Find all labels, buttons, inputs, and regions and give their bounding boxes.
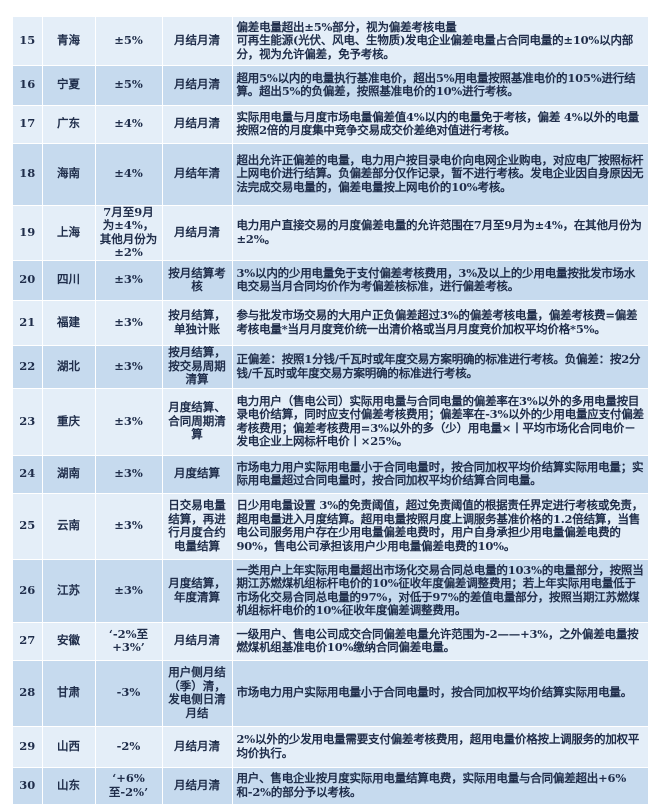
deviation-range-cell: -3% — [95, 660, 163, 727]
settlement-method-cell: 按月结算，单独计账 — [162, 300, 233, 346]
row-number: 15 — [13, 17, 43, 66]
table-row: 21 福建 ±3% 按月结算，单独计账 参与批发市场交易的大用户正负偏差超过3%的偏差考… — [13, 300, 649, 346]
table-row: 30 山东 ‘+6%至-2%’ 月结月清 用户、售电企业按月度实际用电量结算电费，实际用… — [13, 767, 649, 805]
province-cell: 福建 — [42, 300, 96, 346]
assessment-rule-cell: 一类用户上年实际用电量超出市场化交易合同总电量的103%的电量部分，按照当期江苏… — [232, 559, 649, 623]
row-number: 20 — [13, 260, 43, 301]
deviation-range-cell: 7月至9月为±4%，其他月份为±2% — [95, 205, 163, 261]
settlement-method-cell: 月结年清 — [162, 143, 233, 206]
province-cell: 湖南 — [42, 455, 96, 494]
deviation-assessment-table: 15 青海 ±5% 月结月清 偏差电量超出±5%部分，视为偏差考核电量 可再生能源(光伏… — [13, 17, 649, 805]
province-cell: 宁夏 — [42, 65, 96, 106]
settlement-method-cell: 用户侧月结（季）清，发电侧日清月结 — [162, 660, 233, 727]
row-number: 29 — [13, 726, 43, 768]
row-number: 23 — [13, 388, 43, 456]
row-number: 30 — [13, 767, 43, 805]
table-row: 22 湖北 ±3% 按月结算，按交易周期清算 正偏差：按照1分钱/千瓦时或年度交易方案明… — [13, 345, 649, 389]
province-cell: 重庆 — [42, 388, 96, 456]
assessment-rule-cell: 市场电力用户实际用电量小于合同电量时，按合同加权平均价结算实际用电量；实际用电量… — [232, 455, 649, 494]
settlement-method-cell: 月结月清 — [162, 726, 233, 768]
table-row: 26 江苏 ±3% 月度结算，年度清算 一类用户上年实际用电量超出市场化交易合同总电量的… — [13, 559, 649, 623]
row-number: 24 — [13, 455, 43, 494]
row-number: 17 — [13, 105, 43, 144]
settlement-method-cell: 日交易电量结算，再进行月度合约电量结算 — [162, 493, 233, 560]
deviation-range-cell: ±4% — [95, 105, 163, 144]
row-number: 25 — [13, 493, 43, 560]
table-row: 27 安徽 ‘-2%至+3%’ 月结月清 一级用户、售电公司成交合同偏差电量允许范围为-… — [13, 622, 649, 661]
row-number: 21 — [13, 300, 43, 346]
assessment-rule-cell: 电力用户直接交易的月度偏差电量的允许范围在7月至9月为±4%，在其他月份为±2%… — [232, 205, 649, 261]
assessment-rule-cell: 电力用户（售电公司）实际用电量与合同电量的偏差率在3%以外的多用电量按目录电价结… — [232, 388, 649, 456]
table-row: 28 甘肃 -3% 用户侧月结（季）清，发电侧日清月结 市场电力用户实际用电量小于合同电… — [13, 660, 649, 727]
settlement-method-cell: 月结月清 — [162, 65, 233, 106]
row-number: 19 — [13, 205, 43, 261]
table-row: 23 重庆 ±3% 月度结算、合同周期清算 电力用户（售电公司）实际用电量与合同电量的偏… — [13, 388, 649, 456]
assessment-rule-cell: 实际用电量与月度市场电量偏差值4%以内的电量免于考核，偏差 4%以外的电量按照2… — [232, 105, 649, 144]
settlement-method-cell: 月结月清 — [162, 622, 233, 661]
assessment-rule-cell: 正偏差：按照1分钱/千瓦时或年度交易方案明确的标准进行考核。负偏差：按2分钱/千… — [232, 345, 649, 389]
assessment-rule-cell: 市场电力用户实际用电量小于合同电量时，按合同加权平均价结算实际用电量。 — [232, 660, 649, 727]
settlement-method-cell: 按月结算考核 — [162, 260, 233, 301]
assessment-rule-cell: 用户、售电企业按月度实际用电量结算电费，实际用电量与合同偏差超出+6%和-2%的… — [232, 767, 649, 805]
settlement-method-cell: 月结月清 — [162, 767, 233, 805]
row-number: 27 — [13, 622, 43, 661]
table-row: 25 云南 ±3% 日交易电量结算，再进行月度合约电量结算 日少用电量设置 3%的免责阈… — [13, 493, 649, 560]
assessment-rule-cell: 一级用户、售电公司成交合同偏差电量允许范围为-2——+3%，之外偏差电量按燃煤机… — [232, 622, 649, 661]
province-cell: 青海 — [42, 17, 96, 66]
table-row: 16 宁夏 ±5% 月结月清 超用5%以内的电量执行基准电价，超出5%用电量按照基准电价… — [13, 65, 649, 106]
table-row: 18 海南 ±4% 月结年清 超出允许正偏差的电量，电力用户按目录电价向电网企业购电，对… — [13, 143, 649, 206]
table-row: 17 广东 ±4% 月结月清 实际用电量与月度市场电量偏差值4%以内的电量免于考核，偏差… — [13, 105, 649, 144]
deviation-range-cell: ±4% — [95, 143, 163, 206]
province-cell: 广东 — [42, 105, 96, 144]
row-number: 16 — [13, 65, 43, 106]
assessment-rule-cell: 2%以外的少发用电量需要支付偏差考核费用，超用电量价格按上调服务的加权平均价执行… — [232, 726, 649, 768]
province-cell: 山西 — [42, 726, 96, 768]
settlement-method-cell: 按月结算，按交易周期清算 — [162, 345, 233, 389]
deviation-range-cell: -2% — [95, 726, 163, 768]
row-number: 22 — [13, 345, 43, 389]
assessment-rule-cell: 超出允许正偏差的电量，电力用户按目录电价向电网企业购电，对应电厂按照标杆上网电价… — [232, 143, 649, 206]
deviation-range-cell: ±3% — [95, 559, 163, 623]
province-cell: 安徽 — [42, 622, 96, 661]
row-number: 18 — [13, 143, 43, 206]
province-cell: 上海 — [42, 205, 96, 261]
table-row: 15 青海 ±5% 月结月清 偏差电量超出±5%部分，视为偏差考核电量 可再生能源(光伏… — [13, 17, 649, 66]
deviation-range-cell: ±3% — [95, 388, 163, 456]
assessment-rule-cell: 3%以内的少用电量免于支付偏差考核费用，3%及以上的少用电量按批发市场水电交易当… — [232, 260, 649, 301]
settlement-method-cell: 月结月清 — [162, 205, 233, 261]
province-cell: 江苏 — [42, 559, 96, 623]
deviation-range-cell: ±3% — [95, 493, 163, 560]
province-cell: 四川 — [42, 260, 96, 301]
deviation-range-cell: ±3% — [95, 345, 163, 389]
deviation-range-cell: ±5% — [95, 17, 163, 66]
table-row: 19 上海 7月至9月为±4%，其他月份为±2% 月结月清 电力用户直接交易的月度偏差电… — [13, 205, 649, 261]
province-cell: 甘肃 — [42, 660, 96, 727]
province-cell: 海南 — [42, 143, 96, 206]
province-cell: 山东 — [42, 767, 96, 805]
assessment-rule-cell: 超用5%以内的电量执行基准电价，超出5%用电量按照基准电价的105%进行结算。超… — [232, 65, 649, 106]
settlement-method-cell: 月结月清 — [162, 105, 233, 144]
assessment-rule-cell: 参与批发市场交易的大用户正负偏差超过3%的偏差考核电量，偏差考核费=偏差考核电量… — [232, 300, 649, 346]
province-cell: 湖北 — [42, 345, 96, 389]
settlement-method-cell: 月度结算、合同周期清算 — [162, 388, 233, 456]
deviation-range-cell: ‘+6%至-2%’ — [95, 767, 163, 805]
table-row: 29 山西 -2% 月结月清 2%以外的少发用电量需要支付偏差考核费用，超用电量价格按上… — [13, 726, 649, 768]
deviation-range-cell: ±3% — [95, 300, 163, 346]
row-number: 26 — [13, 559, 43, 623]
settlement-method-cell: 月结月清 — [162, 17, 233, 66]
deviation-range-cell: ‘-2%至+3%’ — [95, 622, 163, 661]
settlement-method-cell: 月度结算，年度清算 — [162, 559, 233, 623]
deviation-range-cell: ±3% — [95, 455, 163, 494]
assessment-rule-cell: 偏差电量超出±5%部分，视为偏差考核电量 可再生能源(光伏、风电、生物质)发电企… — [232, 17, 649, 66]
assessment-rule-cell: 日少用电量设置 3%的免责阈值，超过免责阈值的根据责任界定进行考核或免责，超用电… — [232, 493, 649, 560]
settlement-method-cell: 月度结算 — [162, 455, 233, 494]
table-row: 24 湖南 ±3% 月度结算 市场电力用户实际用电量小于合同电量时，按合同加权平均价结算… — [13, 455, 649, 494]
deviation-range-cell: ±3% — [95, 260, 163, 301]
table-row: 20 四川 ±3% 按月结算考核 3%以内的少用电量免于支付偏差考核费用，3%及以上的少… — [13, 260, 649, 301]
deviation-range-cell: ±5% — [95, 65, 163, 106]
province-cell: 云南 — [42, 493, 96, 560]
row-number: 28 — [13, 660, 43, 727]
